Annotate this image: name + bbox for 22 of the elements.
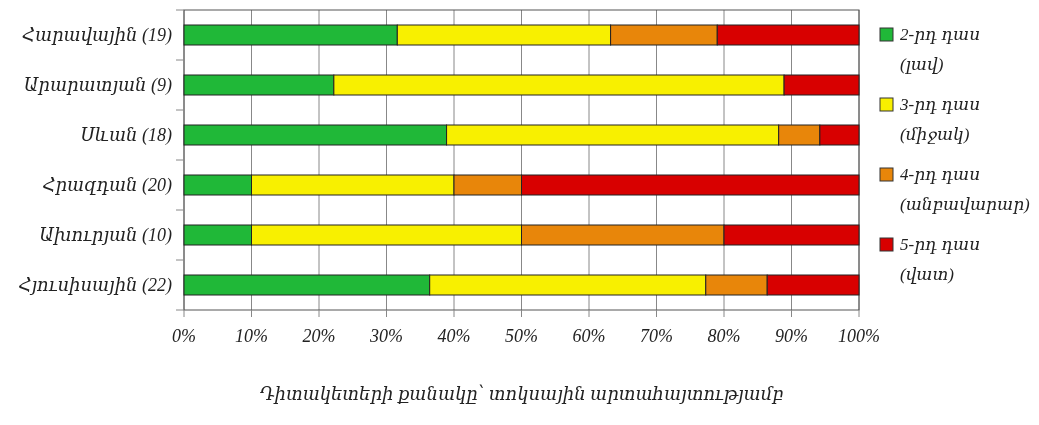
x-axis-title: Դիտակետերի քանակը՝ տոկսային արտահայտությամբ — [259, 384, 784, 404]
x-tick-label: 30% — [369, 326, 403, 346]
x-tick-label: 70% — [640, 326, 673, 346]
x-tick-label: 90% — [775, 326, 808, 346]
x-tick-label: 50% — [505, 326, 538, 346]
y-tick-label: Սևան (18) — [80, 125, 172, 147]
y-tick-label: Հյուսիսային (22) — [18, 275, 172, 297]
y-tick-label: Հարավային (19) — [21, 25, 172, 47]
x-tick-label: 60% — [572, 326, 606, 346]
x-tick-label: 80% — [707, 326, 741, 346]
x-tick-label: 10% — [235, 326, 268, 346]
y-tick-label: Արարատյան (9) — [23, 75, 172, 97]
x-tick-label: 100% — [838, 326, 880, 346]
legend-label: 2-րդ դաս (լավ) — [900, 25, 981, 74]
y-tick-label: Ախուրյան (10) — [39, 225, 172, 247]
x-tick-label: 40% — [437, 326, 471, 346]
legend-label: 4-րդ դաս (անբավարար) — [900, 165, 1031, 214]
legend-label: 5-րդ դաս (վատ) — [900, 235, 981, 284]
legend-label: 3-րդ դաս (միջակ) — [899, 95, 981, 144]
x-tick-label: 20% — [302, 326, 336, 346]
x-tick-label: 0% — [172, 326, 196, 346]
y-tick-label: Հրազդան (20) — [42, 175, 173, 197]
